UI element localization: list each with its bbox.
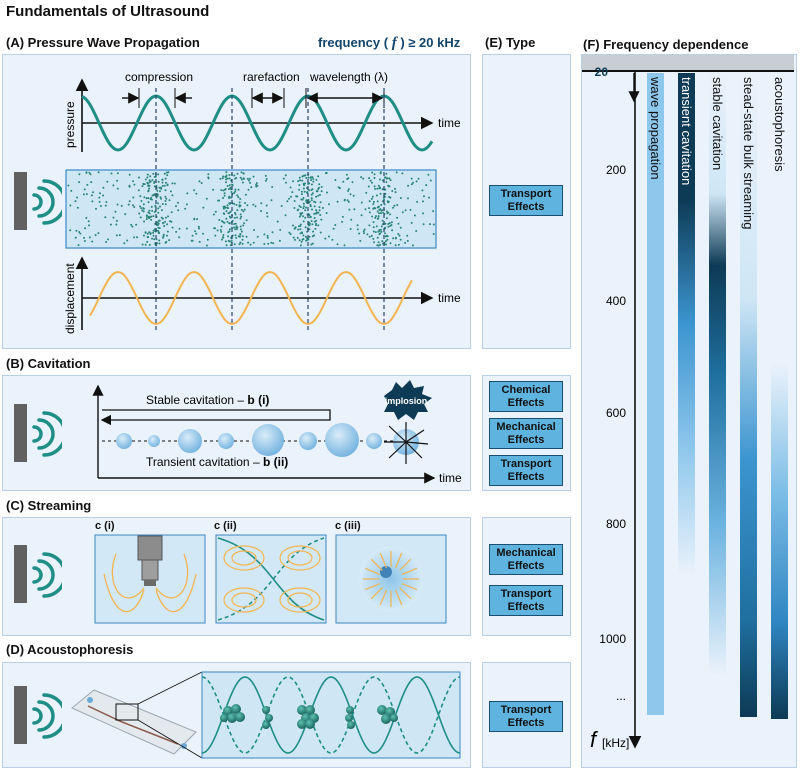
streaming-c-iii-label: c (iii) [335, 520, 361, 532]
streaming-c-i-label: c (i) [95, 520, 115, 532]
transducer-a [14, 172, 27, 230]
pressure-wave-diagram: time pressure compression rarefaction wa… [63, 70, 460, 334]
pressure-label: pressure [63, 101, 77, 148]
time-label-displacement: time [438, 291, 460, 305]
frequency-dependence-chart: 20 200 400 600 800 1000... wave propagation tr… [582, 65, 794, 752]
freq-tick-200: 200 [606, 163, 626, 177]
transducer-d [14, 686, 27, 744]
type-transport-b: Transport Effects [489, 455, 563, 486]
freq-tick-400: 400 [606, 294, 626, 308]
freq-tick-600: 600 [606, 406, 626, 420]
type-transport-a: Transport Effects [489, 185, 563, 216]
time-label-cavitation: time [439, 471, 462, 485]
ultrasound-waves-icon [32, 693, 62, 739]
axis-symbol: f [590, 727, 599, 752]
freq-tick-800: 800 [606, 517, 626, 531]
freq-bar-2 [709, 73, 726, 675]
transducer-b [14, 404, 27, 462]
panel-a-title: (A) Pressure Wave Propagation [6, 35, 200, 50]
panel-c-title: (C) Streaming [6, 498, 92, 513]
panel-d-title: (D) Acoustophoresis [6, 642, 134, 657]
freq-bar-label-0: wave propagation [648, 76, 663, 180]
freq-bar-1 [678, 73, 695, 575]
transient-cavitation-label: Transient cavitation – b (ii) [146, 455, 288, 469]
freq-bar-label-2: stable cavitation [710, 77, 725, 170]
freq-bar-3 [740, 73, 757, 717]
panel-f-title: (F) Frequency dependence [583, 37, 749, 52]
ultrasound-waves-icon [32, 411, 62, 457]
type-mechanical-c: Mechanical Effects [489, 544, 563, 575]
axis-unit: [kHz] [602, 736, 629, 750]
freq-bar-label-3: stead-state bulk streaming [741, 77, 756, 229]
frequency-floor-band [582, 55, 794, 71]
ultrasound-waves-icon [32, 552, 62, 598]
panel-b-title: (B) Cavitation [6, 356, 91, 371]
frequency-label: frequency ( f ) ≥ 20 kHz [318, 35, 461, 51]
stable-cavitation-label: Stable cavitation – b (i) [146, 393, 269, 407]
freq-bar-label-1: transient cavitation [679, 77, 694, 185]
panel-e-c [482, 517, 571, 636]
type-transport-c: Transport Effects [489, 585, 563, 616]
freq-tick-...: ... [616, 689, 626, 703]
implosion-label: implosion [385, 396, 428, 406]
streaming-diagram [94, 534, 447, 624]
ultrasound-waves-icon [32, 179, 62, 225]
acoustophoresis-diagram [71, 671, 461, 759]
type-transport-d: Transport Effects [489, 701, 563, 732]
freq-tick-20: 20 [595, 65, 609, 79]
freq-bar-0 [647, 73, 664, 715]
freq-bar-label-4: acoustophoresis [772, 77, 787, 172]
type-mechanical-b: Mechanical Effects [489, 418, 563, 449]
compression-label: compression [125, 70, 193, 84]
streaming-c-ii-label: c (ii) [214, 520, 237, 532]
time-label-pressure: time [438, 116, 460, 130]
figure-title: Fundamentals of Ultrasound [6, 3, 210, 20]
displacement-label: displacement [63, 263, 77, 334]
panel-e-title: (E) Type [485, 35, 536, 50]
type-chemical-b: Chemical Effects [489, 381, 563, 412]
wavelength-label: wavelength (λ) [309, 70, 388, 84]
freq-tick-1000: 1000 [599, 632, 626, 646]
transducer-c [14, 545, 27, 603]
rarefaction-label: rarefaction [243, 70, 300, 84]
cavitation-diagram: time Stable cavitation – b (i) implosion… [92, 380, 462, 485]
freq-bar-4 [771, 73, 788, 719]
